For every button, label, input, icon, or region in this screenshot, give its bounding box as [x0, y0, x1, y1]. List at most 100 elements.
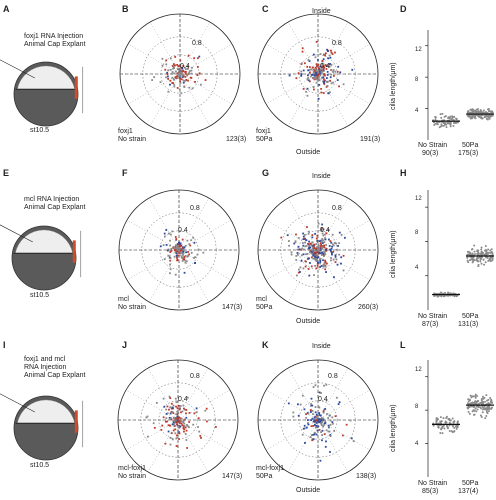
chart-h-point: [467, 253, 470, 256]
polar-f-point: [182, 250, 185, 253]
polar-f-point: [170, 250, 173, 252]
polar-g-point: [320, 265, 323, 267]
chart-d-point: [433, 123, 436, 126]
chart-l-n1: 85(3): [422, 488, 439, 495]
polar-c-point: [323, 81, 325, 84]
polar-b-point: [177, 65, 180, 68]
polar-c-point: [306, 78, 309, 81]
polar-g-point: [319, 262, 321, 265]
polar-c-point: [326, 48, 328, 51]
polar-c-point: [328, 54, 331, 57]
polar-f-point: [179, 245, 181, 248]
polar-k-point: [310, 404, 313, 407]
polar-j-point: [186, 423, 188, 426]
polar-f-point: [196, 253, 199, 256]
polar-b-point: [181, 74, 184, 77]
chart-l-point: [439, 421, 442, 424]
polar-b-point: [204, 79, 207, 81]
polar-g-point: [324, 268, 327, 271]
polar-j-point: [165, 408, 168, 411]
polar-g-point: [319, 260, 322, 263]
polar-g-point: [290, 251, 293, 254]
polar-f-point: [168, 255, 171, 258]
polar-b-point: [178, 72, 181, 75]
polar-k-point: [292, 415, 295, 418]
polar-f-point: [179, 249, 182, 252]
polar-c-count: 191(3): [360, 136, 381, 143]
polar-j-point: [183, 430, 185, 433]
polar-g-point: [330, 250, 332, 252]
polar-b-point: [179, 77, 181, 80]
polar-g-point: [301, 242, 304, 244]
polar-k-point: [314, 406, 317, 408]
chart-h-point: [467, 261, 470, 264]
polar-g-point: [304, 245, 307, 248]
polar-f-cond-1: mcl: [118, 296, 129, 303]
polar-g-point: [331, 233, 334, 236]
polar-j-point: [176, 410, 179, 413]
polar-c-point: [300, 70, 303, 73]
polar-c-point: [315, 73, 318, 76]
panel-letter-a: A: [3, 4, 10, 14]
chart-h-point: [483, 263, 486, 266]
polar-c-point: [321, 62, 324, 65]
chart-h-point: [466, 250, 469, 253]
chart-h-point: [487, 251, 490, 254]
polar-b-point: [175, 77, 177, 79]
polar-k-point: [310, 419, 313, 422]
polar-b-point: [167, 69, 170, 72]
polar-f-point: [176, 248, 179, 251]
polar-g-point: [311, 247, 314, 250]
polar-b-point: [186, 74, 189, 77]
chart-d-n1: 90(3): [422, 150, 439, 157]
polar-c-point: [321, 59, 324, 62]
polar-g-spoke: [265, 249, 319, 281]
polar-f-point: [194, 262, 197, 264]
chart-l-point: [437, 426, 440, 429]
polar-b-point: [185, 78, 188, 81]
polar-j-point: [175, 421, 178, 424]
polar-c-point: [315, 63, 318, 66]
polar-b-point: [173, 83, 176, 86]
polar-j-point: [188, 426, 190, 429]
polar-j-point: [214, 426, 217, 428]
polar-f-point: [167, 232, 170, 235]
polar-b-point: [174, 76, 177, 78]
polar-c-point: [307, 77, 310, 79]
polar-f-point: [182, 253, 184, 256]
polar-b-point: [172, 66, 175, 68]
polar-k-point: [327, 430, 330, 433]
polar-b-cond-2: No strain: [118, 136, 147, 143]
polar-b-point: [170, 72, 173, 75]
polar-j-point: [180, 422, 183, 425]
polar-c-point: [304, 62, 306, 65]
polar-f-point: [174, 251, 177, 254]
polar-c-spoke: [317, 73, 349, 127]
chart-l-point: [490, 399, 493, 402]
polar-j-point: [162, 397, 165, 400]
polar-g-point: [313, 251, 316, 254]
polar-c-point: [322, 80, 325, 83]
polar-c-point: [325, 68, 328, 70]
polar-k-spoke: [265, 389, 319, 421]
polar-g-cond-2: 50Pa: [256, 304, 273, 311]
chart-l-point: [455, 425, 458, 428]
chart-l-point: [480, 399, 483, 402]
polar-g-point: [309, 250, 312, 253]
polar-c-point: [338, 85, 340, 88]
polar-c-point: [323, 83, 326, 85]
chart-l-point: [467, 405, 470, 408]
polar-j-point: [164, 442, 167, 445]
polar-f-point: [179, 252, 182, 255]
chart-h-point: [469, 252, 472, 255]
polar-b-point: [165, 59, 168, 62]
polar-f-point: [175, 245, 178, 248]
polar-c-point: [314, 68, 317, 71]
polar-b-point: [178, 88, 181, 91]
polar-c-point: [322, 65, 325, 68]
polar-g-point: [331, 253, 333, 256]
polar-j-point: [175, 418, 178, 421]
polar-g-point: [316, 235, 319, 238]
polar-f-point: [165, 229, 168, 231]
chart-l-point: [481, 395, 484, 398]
